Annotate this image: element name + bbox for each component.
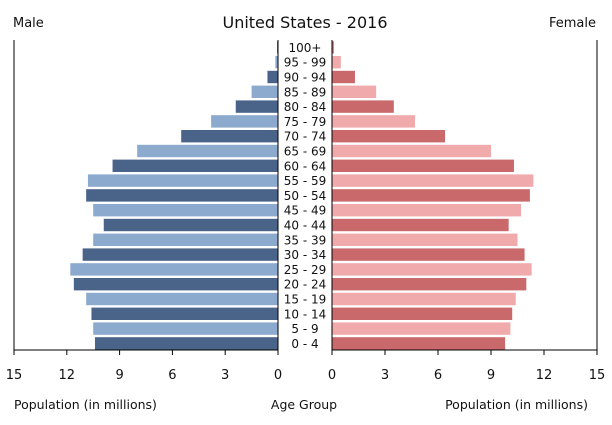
male-bar-4 xyxy=(235,100,278,113)
female-bar-0 xyxy=(332,41,334,54)
male-bar-13 xyxy=(93,233,278,246)
age-label-7: 65 - 69 xyxy=(284,145,327,159)
female-bar-11 xyxy=(332,204,522,217)
female-bar-12 xyxy=(332,218,509,232)
male-tick-label-1: 12 xyxy=(59,368,76,383)
age-label-5: 75 - 79 xyxy=(284,115,327,129)
male-tick-label-0: 15 xyxy=(6,368,23,383)
female-label: Female xyxy=(549,16,596,31)
male-bar-9 xyxy=(87,174,278,187)
female-bar-1 xyxy=(332,56,341,69)
age-label-18: 10 - 14 xyxy=(284,307,327,321)
female-bar-5 xyxy=(332,115,416,128)
female-bar-2 xyxy=(332,70,355,84)
male-tick-label-3: 6 xyxy=(168,368,176,383)
age-label-9: 55 - 59 xyxy=(284,174,327,188)
male-x-axis-label: Population (in millions) xyxy=(14,397,157,412)
male-tick-label-4: 3 xyxy=(221,368,229,383)
age-label-4: 80 - 84 xyxy=(284,100,327,114)
male-x-ticks: 15 12 9 6 3 0 xyxy=(6,350,282,383)
male-bar-14 xyxy=(82,248,278,261)
female-tick-label-1: 3 xyxy=(381,368,389,383)
male-bar-10 xyxy=(86,189,278,202)
female-bar-17 xyxy=(332,292,516,306)
age-label-13: 35 - 39 xyxy=(284,233,327,247)
male-tick-label-2: 9 xyxy=(115,368,123,383)
female-x-axis-label: Population (in millions) xyxy=(445,397,588,412)
female-bar-4 xyxy=(332,100,394,113)
male-bar-20 xyxy=(94,337,279,350)
age-label-11: 45 - 49 xyxy=(284,204,327,218)
female-bar-3 xyxy=(332,85,377,98)
age-label-16: 20 - 24 xyxy=(284,278,327,292)
male-bar-18 xyxy=(91,307,278,320)
age-label-3: 85 - 89 xyxy=(284,85,327,99)
male-bar-1 xyxy=(275,56,278,69)
female-bar-13 xyxy=(332,233,518,246)
female-bar-16 xyxy=(332,278,527,291)
female-bar-7 xyxy=(332,144,491,158)
age-group-axis-label: Age Group xyxy=(271,397,337,412)
female-bars xyxy=(332,41,534,350)
female-bar-8 xyxy=(332,159,514,172)
female-bar-6 xyxy=(332,130,446,143)
female-bar-10 xyxy=(332,189,530,202)
male-tick-label-5: 0 xyxy=(274,368,282,383)
male-bar-8 xyxy=(112,159,278,172)
age-label-12: 40 - 44 xyxy=(284,219,327,233)
male-bar-7 xyxy=(137,144,278,158)
male-bar-16 xyxy=(73,278,278,291)
female-tick-label-4: 12 xyxy=(536,368,553,383)
female-tick-label-3: 9 xyxy=(487,368,495,383)
age-label-8: 60 - 64 xyxy=(284,159,327,173)
male-bars xyxy=(70,41,279,350)
female-tick-label-0: 0 xyxy=(328,368,336,383)
female-bar-20 xyxy=(332,337,506,350)
age-label-1: 95 - 99 xyxy=(284,56,327,70)
male-bar-5 xyxy=(211,115,278,128)
age-label-15: 25 - 29 xyxy=(284,263,327,277)
age-label-10: 50 - 54 xyxy=(284,189,327,203)
male-bar-11 xyxy=(93,204,278,217)
female-x-ticks: 0 3 6 9 12 15 xyxy=(328,350,605,383)
age-label-2: 90 - 94 xyxy=(284,71,327,85)
age-label-17: 15 - 19 xyxy=(284,293,327,307)
age-label-14: 30 - 34 xyxy=(284,248,327,262)
female-tick-label-5: 15 xyxy=(589,368,606,383)
male-bar-17 xyxy=(86,292,278,306)
male-bar-2 xyxy=(267,70,278,84)
age-label-0: 100+ xyxy=(289,41,322,55)
age-label-19: 5 - 9 xyxy=(291,322,318,336)
male-bar-6 xyxy=(181,130,278,143)
male-bar-3 xyxy=(251,85,278,98)
female-bar-14 xyxy=(332,248,525,261)
female-bar-15 xyxy=(332,263,532,276)
female-bar-9 xyxy=(332,174,534,187)
male-bar-19 xyxy=(93,322,278,335)
female-bar-19 xyxy=(332,322,511,335)
male-bar-15 xyxy=(70,263,278,276)
female-tick-label-2: 6 xyxy=(434,368,442,383)
age-label-20: 0 - 4 xyxy=(291,337,318,351)
age-label-6: 70 - 74 xyxy=(284,130,327,144)
male-label: Male xyxy=(13,16,44,31)
chart-title: United States - 2016 xyxy=(222,13,387,32)
female-bar-18 xyxy=(332,307,513,320)
male-bar-12 xyxy=(103,218,278,232)
